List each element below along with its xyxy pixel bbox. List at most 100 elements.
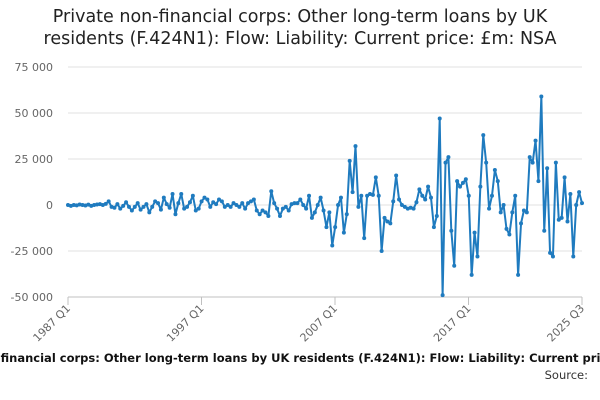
data-point: [338, 195, 343, 200]
data-point: [280, 206, 285, 211]
x-tick-label: 2025 Q3: [545, 302, 588, 345]
data-point: [129, 208, 134, 213]
data-point: [472, 230, 477, 235]
data-point: [193, 208, 198, 213]
data-point: [458, 184, 463, 189]
data-point: [481, 133, 486, 138]
data-point: [295, 201, 300, 206]
data-point: [315, 203, 320, 207]
data-point: [161, 195, 166, 200]
data-point: [420, 193, 425, 198]
data-point: [170, 191, 175, 196]
data-point: [487, 206, 492, 211]
data-point: [533, 138, 538, 143]
data-point: [167, 205, 172, 210]
data-point: [452, 263, 457, 268]
data-point: [426, 184, 431, 189]
data-point: [199, 199, 204, 204]
chart-caption: Private non-financial corps: Other long-…: [0, 351, 600, 369]
data-point: [565, 219, 570, 224]
data-point: [243, 206, 248, 211]
data-point: [376, 193, 381, 198]
y-tick-label: -50 000: [11, 291, 53, 304]
data-point: [115, 202, 120, 207]
data-point: [263, 210, 268, 215]
data-point: [562, 175, 567, 180]
data-point: [286, 208, 291, 213]
data-point: [498, 210, 503, 215]
chart-title-line-2: residents (F.424N1): Flow: Liability: Cu…: [43, 29, 557, 49]
data-point: [112, 205, 117, 210]
data-point: [277, 214, 282, 219]
data-point: [440, 293, 445, 298]
data-point: [510, 210, 515, 215]
data-point: [309, 215, 314, 220]
data-point: [173, 212, 178, 217]
data-point: [190, 193, 195, 198]
data-point: [318, 195, 323, 200]
data-point: [521, 208, 526, 213]
data-point: [478, 184, 483, 189]
data-point: [211, 200, 216, 205]
x-tick-label: 2007 Q1: [298, 302, 341, 345]
data-point: [507, 232, 512, 237]
data-point: [153, 199, 158, 204]
data-point: [147, 210, 152, 215]
data-point: [571, 254, 576, 259]
data-point: [437, 116, 442, 121]
data-point: [492, 168, 497, 173]
y-tick-labels: 75 000 50 000 25 000 0 -25 000 -50 000: [11, 61, 53, 304]
data-point: [179, 191, 184, 196]
data-point: [185, 204, 190, 209]
data-point: [574, 203, 579, 207]
data-point: [475, 254, 480, 259]
data-point: [251, 197, 256, 202]
data-point: [222, 204, 227, 209]
data-point: [434, 214, 439, 219]
data-point: [556, 217, 561, 222]
data-point: [347, 158, 352, 163]
data-point: [124, 200, 129, 205]
data-point: [156, 201, 161, 206]
data-point: [568, 191, 573, 196]
data-point: [202, 195, 207, 200]
data-point: [362, 236, 367, 241]
data-point: [269, 189, 274, 194]
data-point: [550, 254, 555, 259]
chart-title: Private non-financial corps: Other long-…: [0, 6, 600, 50]
data-point: [350, 190, 355, 195]
data-point: [539, 94, 544, 99]
data-point: [272, 201, 277, 206]
data-point: [397, 197, 402, 202]
data-point: [231, 201, 236, 206]
data-point: [446, 155, 451, 160]
data-point: [489, 193, 494, 198]
y-tick-label: 50 000: [15, 107, 54, 120]
data-point: [388, 221, 393, 226]
data-point: [283, 204, 288, 209]
gridlines: [68, 66, 582, 298]
data-point: [382, 215, 387, 220]
data-point: [356, 204, 361, 209]
data-point: [208, 204, 213, 209]
y-tick-label: -25 000: [11, 245, 53, 258]
data-point: [257, 212, 262, 217]
data-point: [324, 225, 329, 230]
data-point: [402, 204, 407, 209]
data-point: [275, 206, 280, 211]
data-point: [516, 272, 521, 277]
data-point: [248, 199, 253, 204]
data-point: [95, 202, 100, 207]
data-point: [519, 221, 524, 226]
data-point: [359, 193, 364, 198]
data-point: [365, 193, 370, 198]
data-point: [344, 212, 349, 217]
data-point: [333, 225, 338, 230]
x-tick-label: 1987 Q1: [31, 302, 74, 345]
data-point: [187, 200, 192, 205]
data-point: [150, 204, 155, 209]
series-layer: [66, 94, 584, 298]
data-point: [292, 201, 297, 206]
data-point: [545, 166, 550, 171]
data-point: [254, 208, 259, 213]
